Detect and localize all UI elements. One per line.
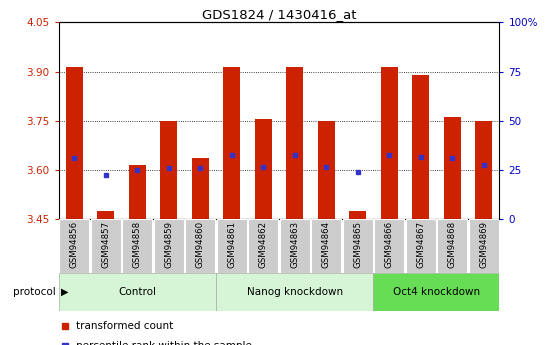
Text: GSM94858: GSM94858 — [133, 221, 142, 268]
Bar — [475, 121, 492, 219]
Bar — [343, 219, 373, 273]
Text: percentile rank within the sample: percentile rank within the sample — [76, 341, 252, 345]
Bar — [381, 67, 398, 219]
Text: Nanog knockdown: Nanog knockdown — [247, 287, 343, 296]
Bar — [412, 75, 429, 219]
Bar — [374, 219, 405, 273]
Text: GSM94867: GSM94867 — [416, 221, 425, 268]
Bar — [286, 67, 304, 219]
Bar — [437, 219, 467, 273]
Text: GSM94859: GSM94859 — [164, 221, 174, 268]
Bar — [280, 219, 310, 273]
Bar — [122, 219, 152, 273]
Bar — [217, 219, 247, 273]
Bar — [406, 219, 436, 273]
Text: GSM94864: GSM94864 — [322, 221, 331, 268]
Bar — [223, 67, 240, 219]
Text: GSM94861: GSM94861 — [227, 221, 236, 268]
Bar — [318, 121, 335, 219]
Bar — [469, 219, 499, 273]
Bar — [216, 273, 373, 310]
Bar — [59, 219, 89, 273]
Bar — [153, 219, 184, 273]
Text: GSM94856: GSM94856 — [70, 221, 79, 268]
Text: ▶: ▶ — [61, 287, 69, 296]
Bar — [129, 165, 146, 219]
Bar — [349, 211, 367, 219]
Text: Control: Control — [118, 287, 156, 296]
Bar — [66, 67, 83, 219]
Text: transformed count: transformed count — [76, 321, 174, 331]
Bar — [311, 219, 341, 273]
Text: GSM94869: GSM94869 — [479, 221, 488, 268]
Bar — [185, 219, 215, 273]
Bar — [160, 121, 177, 219]
Title: GDS1824 / 1430416_at: GDS1824 / 1430416_at — [202, 8, 356, 21]
Bar — [59, 273, 216, 310]
Text: Oct4 knockdown: Oct4 knockdown — [393, 287, 480, 296]
Text: protocol: protocol — [13, 287, 56, 296]
Text: GSM94866: GSM94866 — [384, 221, 394, 268]
Text: GSM94857: GSM94857 — [102, 221, 110, 268]
Text: GSM94863: GSM94863 — [290, 221, 299, 268]
Bar — [97, 211, 114, 219]
Text: GSM94868: GSM94868 — [448, 221, 456, 268]
Bar — [373, 273, 499, 310]
Bar — [254, 119, 272, 219]
Text: GSM94862: GSM94862 — [259, 221, 268, 268]
Bar — [444, 118, 461, 219]
Bar — [191, 158, 209, 219]
Bar — [248, 219, 278, 273]
Bar — [91, 219, 121, 273]
Text: GSM94860: GSM94860 — [196, 221, 205, 268]
Text: GSM94865: GSM94865 — [353, 221, 362, 268]
